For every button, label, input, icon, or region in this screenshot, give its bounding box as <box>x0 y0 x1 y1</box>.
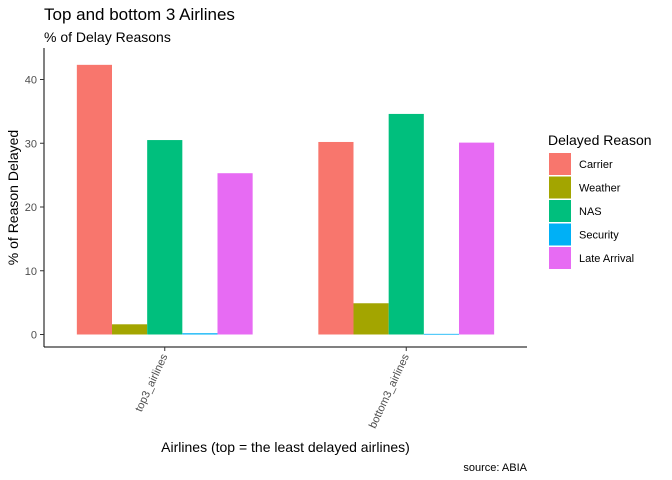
y-axis-title: % of Reason Delayed <box>5 130 21 265</box>
legend: Carrier Weather NAS Security Late Arrival <box>549 153 634 269</box>
legend-key-weather <box>549 176 571 199</box>
legend-key-late-arrival <box>549 247 571 269</box>
y-tick-label: 20 <box>25 202 37 214</box>
bar-top3_airlines-late-arrival <box>217 173 253 335</box>
x-tick-label: top3_airlines <box>133 352 170 414</box>
y-tick-label: 0 <box>31 330 37 342</box>
legend-key-carrier <box>549 153 571 175</box>
legend-label: Security <box>579 230 619 242</box>
y-tick-label: 30 <box>25 138 37 150</box>
caption: source: ABIA <box>463 462 527 474</box>
bars-group <box>76 64 495 335</box>
bar-top3_airlines-security <box>182 333 218 335</box>
x-axis-title: Airlines (top = the least delayed airlin… <box>161 439 410 455</box>
y-tick-label: 40 <box>25 75 37 87</box>
legend-title: Delayed Reason <box>548 132 652 148</box>
bar-bottom3_airlines-late-arrival <box>458 142 495 335</box>
y-tick-label: 10 <box>25 266 37 278</box>
legend-label: Late Arrival <box>579 253 634 265</box>
chart-subtitle: % of Delay Reasons <box>44 29 171 45</box>
legend-key-security <box>549 223 571 246</box>
bar-bottom3_airlines-security <box>423 333 459 335</box>
legend-label: Weather <box>579 183 621 195</box>
legend-label: NAS <box>579 206 602 218</box>
bar-bottom3_airlines-nas <box>388 113 424 335</box>
chart-title: Top and bottom 3 Airlines <box>44 5 235 24</box>
x-tick-label: bottom3_airlines <box>367 352 412 431</box>
bar-top3_airlines-nas <box>147 140 183 335</box>
legend-key-nas <box>549 200 571 222</box>
bar-bottom3_airlines-weather <box>353 303 389 335</box>
bar-top3_airlines-carrier <box>76 64 112 335</box>
bar-bottom3_airlines-carrier <box>318 141 354 335</box>
bar-top3_airlines-weather <box>112 324 148 335</box>
legend-label: Carrier <box>579 159 613 171</box>
